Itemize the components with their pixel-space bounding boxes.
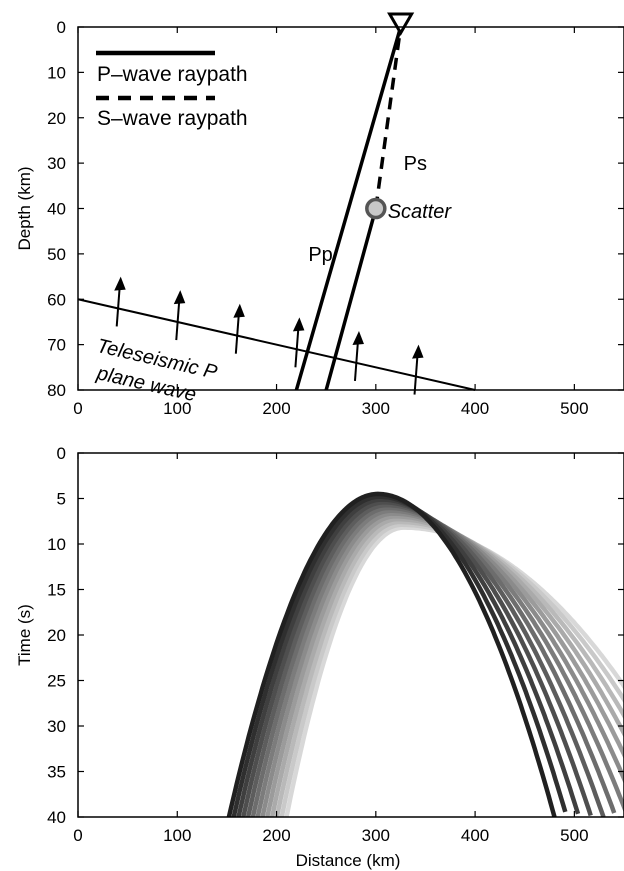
top-y-tick-label: 60	[47, 290, 66, 309]
bottom-y-tick-label: 5	[57, 490, 66, 509]
scatter-point	[365, 197, 387, 220]
annotation-ps: Ps	[404, 153, 427, 175]
legend-label-p-wave: P–wave raypath	[97, 63, 248, 86]
top-annotations: Ps Pp Scatter Teleseismic P plane wave	[94, 153, 453, 406]
legend-label-s-wave: S–wave raypath	[97, 107, 248, 130]
bottom-y-tick-label: 20	[47, 626, 66, 645]
top-x-tick-label: 300	[362, 399, 390, 418]
bottom-x-ticks: 0 100 200 300 400 500	[73, 453, 589, 845]
bottom-y-tick-label: 0	[57, 444, 66, 463]
bottom-panel: 0 100 200 300 400 500 0 5 10 15 20 25 30 35 40 Time (…	[15, 444, 624, 870]
top-y-tick-label: 70	[47, 336, 66, 355]
top-y-tick-label: 30	[47, 154, 66, 173]
bottom-y-tick-label: 25	[47, 672, 66, 691]
bottom-y-tick-label: 15	[47, 581, 66, 600]
top-x-tick-label: 400	[461, 399, 489, 418]
plane-wave-arrow	[173, 290, 186, 341]
bottom-x-axis-label: Distance (km)	[296, 851, 401, 870]
travel-time-curve	[226, 491, 557, 817]
plane-wave-arrow	[233, 303, 245, 354]
top-y-tick-label: 80	[47, 381, 66, 400]
top-y-tick-label: 20	[47, 109, 66, 128]
station-triangle	[387, 12, 415, 36]
s-wave-raypath	[374, 26, 403, 209]
bottom-x-tick-label: 200	[262, 826, 290, 845]
top-x-tick-label: 200	[262, 399, 290, 418]
plane-wave-arrow	[292, 317, 305, 368]
bottom-plot-area	[226, 491, 624, 817]
p-wave-raypath-0	[294, 26, 403, 391]
plane-wave-arrow	[412, 344, 424, 395]
bottom-y-tick-label: 40	[47, 808, 66, 827]
top-plot-area	[77, 12, 476, 395]
bottom-x-tick-label: 400	[461, 826, 489, 845]
top-x-tick-label: 0	[73, 399, 82, 418]
top-x-tick-label: 100	[163, 399, 191, 418]
annotation-scatter: Scatter	[388, 201, 453, 223]
legend: P–wave raypath S–wave raypath	[96, 50, 248, 130]
bottom-x-tick-label: 300	[362, 826, 390, 845]
top-y-ticks: 0 10 20 30 40 50 60 70 80	[47, 18, 624, 400]
bottom-y-tick-label: 35	[47, 763, 66, 782]
bottom-x-tick-label: 500	[560, 826, 588, 845]
top-x-tick-label: 500	[560, 399, 588, 418]
top-panel: 0 100 200 300 400 500 0 10 20 30 40 50 60 70 80 Depth…	[15, 12, 624, 418]
plane-wave-line	[77, 298, 476, 391]
top-y-tick-label: 10	[47, 63, 66, 82]
p-wave-raypath-1	[324, 208, 378, 391]
bottom-y-ticks: 0 5 10 15 20 25 30 35 40	[47, 444, 624, 827]
top-y-tick-label: 50	[47, 245, 66, 264]
top-y-tick-label: 0	[57, 18, 66, 37]
plane-wave-arrow	[114, 276, 126, 327]
plane-wave-arrow	[352, 331, 364, 381]
bottom-y-tick-label: 10	[47, 535, 66, 554]
top-y-tick-label: 40	[47, 200, 66, 219]
top-y-axis-label: Depth (km)	[15, 166, 34, 250]
annotation-pp: Pp	[308, 244, 332, 266]
bottom-y-tick-label: 30	[47, 717, 66, 736]
bottom-x-tick-label: 100	[163, 826, 191, 845]
bottom-x-tick-label: 0	[73, 826, 82, 845]
top-x-ticks: 0 100 200 300 400 500	[73, 27, 589, 418]
bottom-y-axis-label: Time (s)	[15, 604, 34, 666]
